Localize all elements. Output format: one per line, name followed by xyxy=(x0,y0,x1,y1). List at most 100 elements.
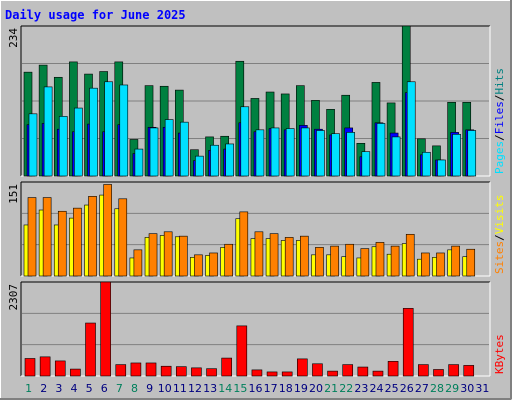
x-tick-label: 19 xyxy=(294,382,308,395)
bar-sites xyxy=(315,247,324,277)
bar-kbytes xyxy=(221,357,232,377)
x-tick-label: 10 xyxy=(158,382,172,395)
bar-kbytes xyxy=(100,281,111,377)
bar-sites xyxy=(360,248,370,277)
bar-sites xyxy=(42,197,52,277)
x-tick-label: 1 xyxy=(25,382,32,395)
bar-kbytes xyxy=(115,364,127,377)
bar-pages xyxy=(301,127,310,177)
chart-title: Daily usage for June 2025 xyxy=(5,8,186,22)
bar-pages xyxy=(406,81,416,177)
x-tick-label: 2 xyxy=(40,382,47,395)
bar-pages xyxy=(346,132,356,177)
bar-pages xyxy=(89,87,98,177)
bar-sites xyxy=(466,248,476,277)
bar-kbytes xyxy=(357,366,369,377)
bar-sites xyxy=(178,235,188,277)
bar-pages xyxy=(437,159,446,177)
x-tick-label: 12 xyxy=(188,382,202,395)
bar-sites xyxy=(118,198,128,277)
bar-kbytes xyxy=(312,363,323,377)
bar-pages xyxy=(331,133,340,177)
x-tick-label: 25 xyxy=(385,382,399,395)
bar-pages xyxy=(467,130,477,177)
bar-pages xyxy=(134,148,144,177)
bar-kbytes xyxy=(281,371,293,377)
y-max-label: 151 xyxy=(7,184,20,204)
bar-sites xyxy=(269,233,279,277)
y-max-label: 2307 xyxy=(7,284,20,311)
bar-sites xyxy=(73,207,82,277)
bar-kbytes xyxy=(54,360,66,377)
x-tick-label: 21 xyxy=(324,382,338,395)
x-tick-label: 15 xyxy=(233,382,247,395)
bar-pages xyxy=(255,129,265,177)
x-tick-label: 18 xyxy=(279,382,293,395)
bar-sites xyxy=(451,245,460,277)
bar-kbytes xyxy=(402,308,414,377)
legend-entry: / xyxy=(493,134,506,141)
x-tick-label: 24 xyxy=(370,382,384,395)
bar-pages xyxy=(164,119,174,177)
bar-kbytes xyxy=(236,325,248,377)
bar-kbytes xyxy=(448,364,459,377)
bar-kbytes xyxy=(191,367,202,377)
x-tick-label: 3 xyxy=(55,382,62,395)
bar-kbytes xyxy=(372,370,384,377)
bar-pages xyxy=(119,84,129,177)
x-tick-label: 6 xyxy=(101,382,108,395)
bar-sites xyxy=(224,243,233,277)
bar-sites xyxy=(284,237,294,277)
legend-entry: Visits xyxy=(493,195,506,235)
bar-kbytes xyxy=(145,362,157,377)
bar-sites xyxy=(300,235,309,277)
bar-kbytes xyxy=(130,362,142,377)
x-tick-label: 26 xyxy=(400,382,414,395)
bar-kbytes xyxy=(39,356,51,377)
bar-pages xyxy=(104,81,113,177)
legend-entry: / xyxy=(493,234,506,241)
x-tick-label: 17 xyxy=(264,382,278,395)
legend-entry: Sites xyxy=(493,241,506,274)
x-tick-label: 4 xyxy=(70,382,77,395)
bar-pages xyxy=(74,107,83,177)
bar-pages xyxy=(270,127,280,177)
bar-pages xyxy=(361,151,371,177)
bar-sites xyxy=(103,184,112,277)
x-tick-label: 23 xyxy=(354,382,368,395)
bar-kbytes xyxy=(24,358,36,377)
x-tick-label: 29 xyxy=(445,382,459,395)
x-tick-label: 11 xyxy=(173,382,187,395)
x-tick-label: 8 xyxy=(131,382,138,395)
x-tick-label: 27 xyxy=(415,382,429,395)
bar-pages xyxy=(149,127,159,177)
bar-kbytes xyxy=(342,364,354,377)
bar-sites xyxy=(330,245,339,277)
x-tick-label: 16 xyxy=(249,382,263,395)
legend-entry: Hits xyxy=(493,68,506,95)
bar-pages xyxy=(210,144,219,177)
x-tick-label: 31 xyxy=(475,382,489,395)
bar-sites xyxy=(194,254,203,277)
bar-sites xyxy=(209,252,218,277)
bar-kbytes xyxy=(387,361,399,377)
bar-kbytes xyxy=(160,365,172,377)
x-tick-label: 9 xyxy=(146,382,153,395)
bar-sites xyxy=(88,196,97,277)
bar-kbytes xyxy=(463,365,475,377)
bar-kbytes xyxy=(206,368,217,377)
bar-pages xyxy=(316,130,325,177)
legend-entry: Files xyxy=(493,101,506,134)
legend-hits_files_pages: Pages/Files/Hits xyxy=(493,68,506,174)
legend-entry: / xyxy=(493,95,506,102)
legend-kbytes: KBytes xyxy=(493,334,506,374)
bar-sites xyxy=(254,231,264,277)
legend-visits_sites: Sites/Visits xyxy=(493,195,506,275)
bar-sites xyxy=(57,210,67,277)
bar-pages xyxy=(391,136,401,177)
bar-pages xyxy=(225,143,234,177)
bar-sites xyxy=(421,252,430,277)
bar-kbytes xyxy=(266,371,278,377)
